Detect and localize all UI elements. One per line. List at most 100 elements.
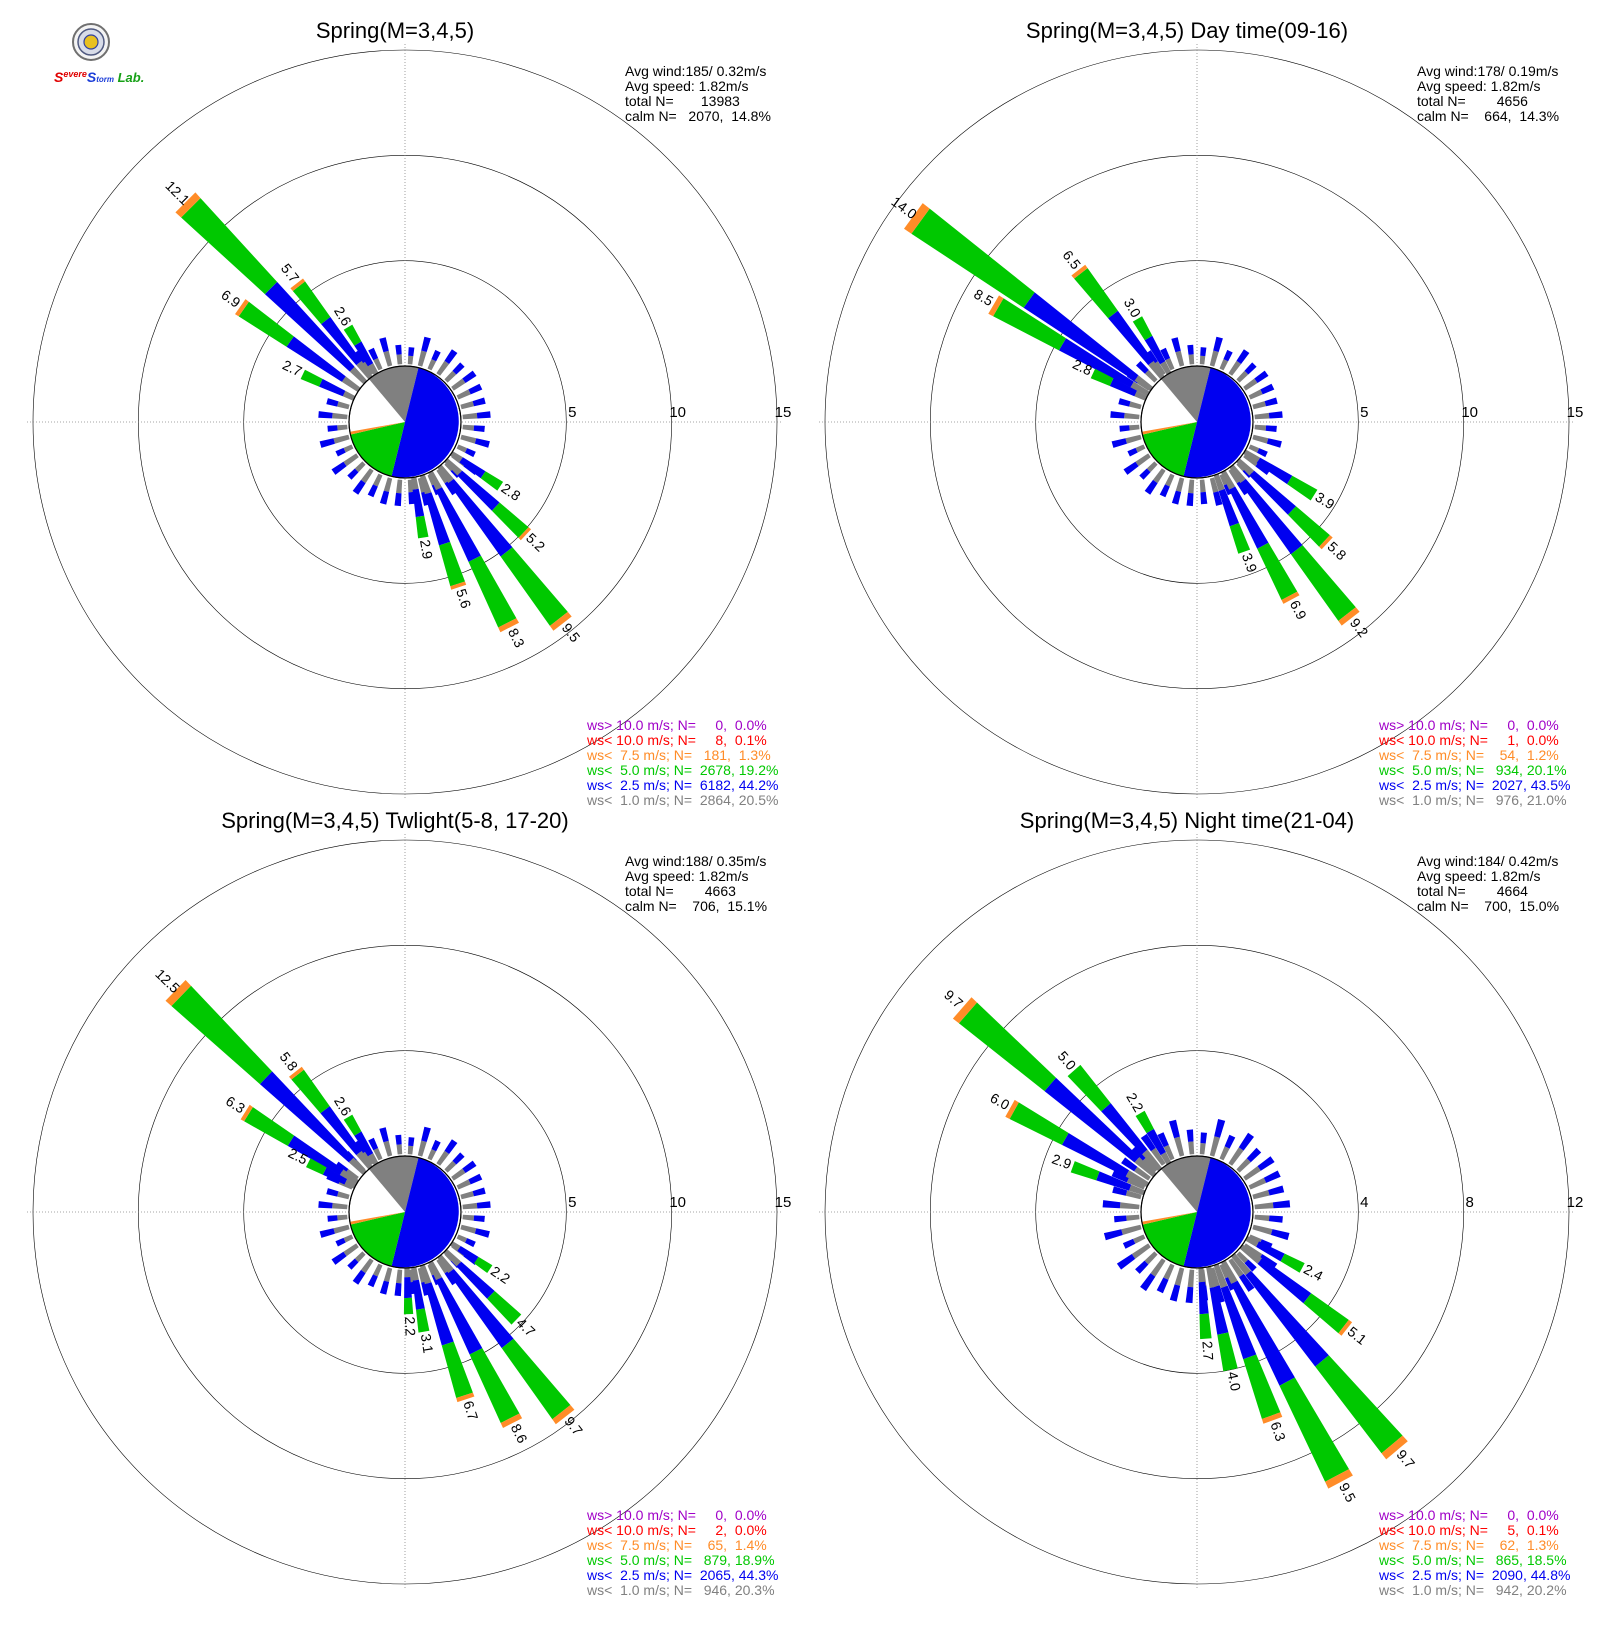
spoke-segment-calm (1144, 1251, 1158, 1265)
spoke-segment-blue (1200, 491, 1208, 505)
spoke-segment-calm (456, 444, 468, 453)
petal-segment-green (403, 1297, 414, 1315)
spoke-segment-calm (1121, 1224, 1142, 1235)
petal-segment-calm (1125, 1170, 1150, 1188)
petal-label: 2.9 (1050, 1151, 1074, 1173)
petal-label: 6.3 (223, 1093, 248, 1117)
spoke-segment-calm (1144, 369, 1158, 383)
spoke-segment-calm (1254, 424, 1267, 431)
petal-segment-blue (412, 488, 425, 518)
spoke-segment-calm (333, 434, 350, 444)
petal-label: 2.5 (286, 1144, 311, 1167)
petal-segment-blue (1229, 486, 1269, 549)
spoke-segment-blue (468, 1173, 483, 1185)
petal-segment-calm (1213, 1263, 1228, 1289)
spoke-segment-calm (456, 389, 471, 400)
spoke-segment-calm (436, 1150, 450, 1166)
spoke-segment-calm (396, 479, 403, 494)
spoke-segment-blue (472, 397, 486, 407)
petal-segment-calm (437, 1254, 454, 1274)
spoke-segment-blue (1111, 1169, 1130, 1183)
logo-text: S (54, 69, 64, 85)
spoke-segment-blue (1266, 438, 1282, 448)
spoke-segment-calm (1209, 477, 1219, 493)
spoke-segment-calm (1135, 444, 1146, 453)
spoke-segment-blue (1159, 484, 1170, 498)
legend-entry: ws> 10.0 m/s; N= 0, 0.0% (586, 717, 767, 733)
spoke-segment-blue (1187, 344, 1194, 355)
ring-label: 12 (1567, 1194, 1584, 1211)
spoke-segment-blue (1140, 1273, 1156, 1292)
petal-label: 2.7 (280, 357, 305, 380)
stats-line: Avg speed: 1.82m/s (625, 78, 748, 94)
spoke-segment-blue (1185, 1286, 1194, 1304)
legend-entry: ws< 10.0 m/s; N= 5, 0.1% (1378, 1522, 1559, 1538)
petal-label: 9.2 (1347, 615, 1372, 640)
spoke-segment-blue (1144, 479, 1158, 495)
calm-pie-blue (391, 367, 459, 478)
petal-segment-blue (354, 1131, 374, 1157)
spoke-segment-blue (1103, 1229, 1123, 1241)
petal-segment-calm (1221, 470, 1236, 490)
petal-segment-orange (1261, 1412, 1283, 1424)
petal-segment-calm (1206, 1266, 1217, 1288)
petal-segment-blue (1108, 310, 1154, 366)
ring-label: 10 (1461, 404, 1478, 421)
legend-entry: ws> 10.0 m/s; N= 0, 0.0% (586, 1507, 767, 1523)
petal-label: 3.0 (1121, 295, 1145, 320)
petal-segment-green (911, 208, 1035, 308)
spoke-segment-calm (361, 468, 374, 484)
calm-pie-gray (369, 1156, 419, 1212)
legend-entry: ws< 10.0 m/s; N= 2, 0.0% (586, 1522, 767, 1538)
petal-segment-green (469, 1348, 520, 1423)
calm-pie-blue (391, 1157, 459, 1268)
spoke-segment-calm (462, 424, 475, 431)
petal-segment-green (1287, 475, 1318, 501)
calm-pie-green (350, 422, 405, 477)
spoke-segment-calm (462, 1202, 478, 1210)
petal-segment-calm (349, 366, 368, 385)
petal-segment-calm (428, 470, 442, 491)
spoke-segment-blue (1244, 362, 1257, 375)
spoke-segment-blue (1102, 1200, 1121, 1209)
petal-segment-green (1279, 1377, 1349, 1482)
spoke-segment-calm (1129, 424, 1140, 431)
spoke-segment-calm (1252, 401, 1266, 410)
spoke-segment-blue (352, 1269, 366, 1285)
petal-segment-orange (1338, 1319, 1353, 1336)
petal-segment-blue (1256, 1241, 1285, 1262)
stats-line: total N= 13983 (625, 93, 740, 109)
stats-line: calm N= 706, 15.1% (625, 898, 767, 914)
petal-label: 6.7 (460, 1399, 481, 1423)
legend-entry: ws< 10.0 m/s; N= 1, 0.0% (1378, 732, 1559, 748)
petal-segment-green (487, 1291, 522, 1325)
spoke-segment-calm (396, 1269, 403, 1284)
spoke-segment-calm (456, 1179, 471, 1190)
petal-segment-green (474, 1256, 493, 1273)
spoke-segment-calm (1236, 370, 1249, 383)
spoke-segment-blue (1112, 1186, 1128, 1196)
stats-line: total N= 4663 (625, 883, 736, 899)
petal-segment-blue (1249, 470, 1296, 515)
stats-line: calm N= 2070, 14.8% (625, 108, 771, 124)
petal-label: 9.7 (561, 1413, 586, 1438)
petal-segment-green (1315, 1355, 1403, 1454)
spoke-segment-blue (1127, 447, 1138, 457)
spoke-segment-calm (1187, 1269, 1195, 1288)
spoke-segment-blue (367, 484, 378, 498)
spoke-segment-calm (383, 1267, 393, 1282)
stats-line: total N= 4664 (1417, 883, 1528, 899)
spoke-segment-calm (361, 1258, 374, 1274)
petal-segment-orange (500, 1413, 523, 1428)
petal-segment-calm (344, 1179, 357, 1189)
petal-segment-green (993, 298, 1066, 351)
petal-segment-calm (1231, 1253, 1251, 1276)
petal-segment-orange (1071, 264, 1088, 279)
petal-label: 2.8 (1070, 356, 1095, 379)
spoke-segment-blue (452, 1152, 465, 1165)
spoke-segment-blue (408, 347, 415, 357)
panel-title: Spring(M=3,4,5) Day time(09-16) (1026, 18, 1348, 43)
petal-segment-blue (1044, 1077, 1140, 1163)
petal-segment-green (1290, 545, 1356, 621)
petal-segment-calm (1245, 1236, 1259, 1247)
